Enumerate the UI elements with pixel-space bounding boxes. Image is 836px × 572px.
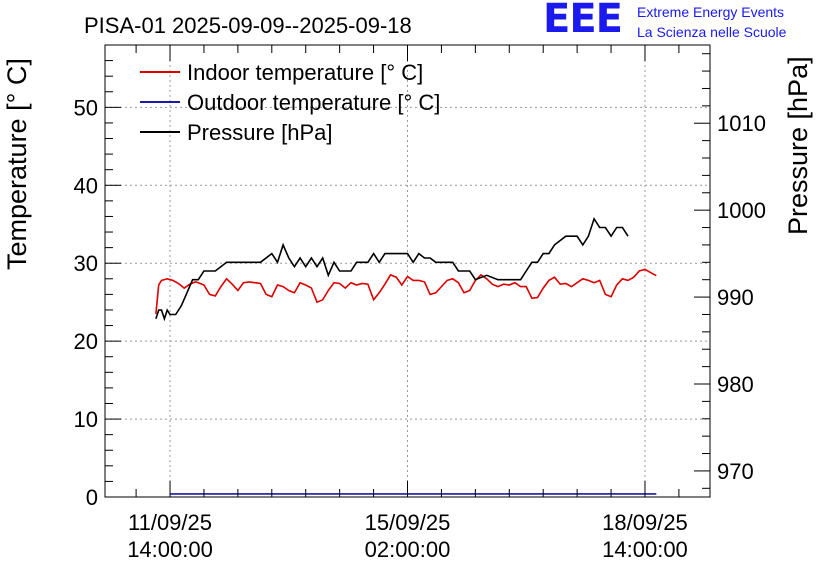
x-tick-label-time: 14:00:00 [602, 537, 688, 562]
y-tick-label: 0 [86, 485, 98, 510]
y2-tick-label: 970 [717, 459, 754, 484]
legend-label-0: Indoor temperature [° C] [187, 60, 423, 85]
eee-logo-mark: EEE [543, 0, 623, 42]
x-tick-label-date: 11/09/25 [128, 510, 212, 535]
legend-label-1: Outdoor temperature [° C] [187, 90, 440, 115]
y2-tick-label: 990 [717, 285, 754, 310]
x-tick-label-time: 02:00:00 [365, 537, 451, 562]
x-tick-label-time: 14:00:00 [127, 537, 213, 562]
y2-tick-label: 1000 [717, 198, 766, 223]
y-axis-label: Temperature [° C] [2, 58, 32, 270]
x-tick-label-date: 18/09/25 [602, 510, 688, 535]
y2-axis-label: Pressure [hPa] [783, 56, 813, 235]
grid [105, 45, 710, 497]
legend: Indoor temperature [° C] Outdoor temperat… [140, 60, 440, 145]
eee-logo-line2: La Scienza nelle Scuole [637, 24, 787, 40]
eee-logo-line1: Extreme Energy Events [637, 4, 785, 20]
series-line-0 [155, 268, 657, 314]
y2-tick-label: 980 [717, 372, 754, 397]
eee-logo: EEE Extreme Energy Events La Scienza nel… [543, 0, 833, 46]
y-tick-label: 10 [74, 407, 98, 432]
y-tick-label: 30 [74, 251, 98, 276]
x-tick-label-date: 15/09/25 [365, 510, 451, 535]
y-tick-label: 40 [74, 173, 98, 198]
series [155, 216, 657, 495]
chart-title: PISA-01 2025-09-09--2025-09-18 [84, 13, 412, 38]
y2-tick-label: 1010 [717, 111, 766, 136]
ticks: 010203040509709809901000101011/09/2514:0… [74, 44, 766, 562]
y-tick-label: 20 [74, 329, 98, 354]
y-tick-label: 50 [74, 95, 98, 120]
series-line-2 [155, 216, 629, 322]
legend-label-2: Pressure [hPa] [187, 120, 333, 145]
